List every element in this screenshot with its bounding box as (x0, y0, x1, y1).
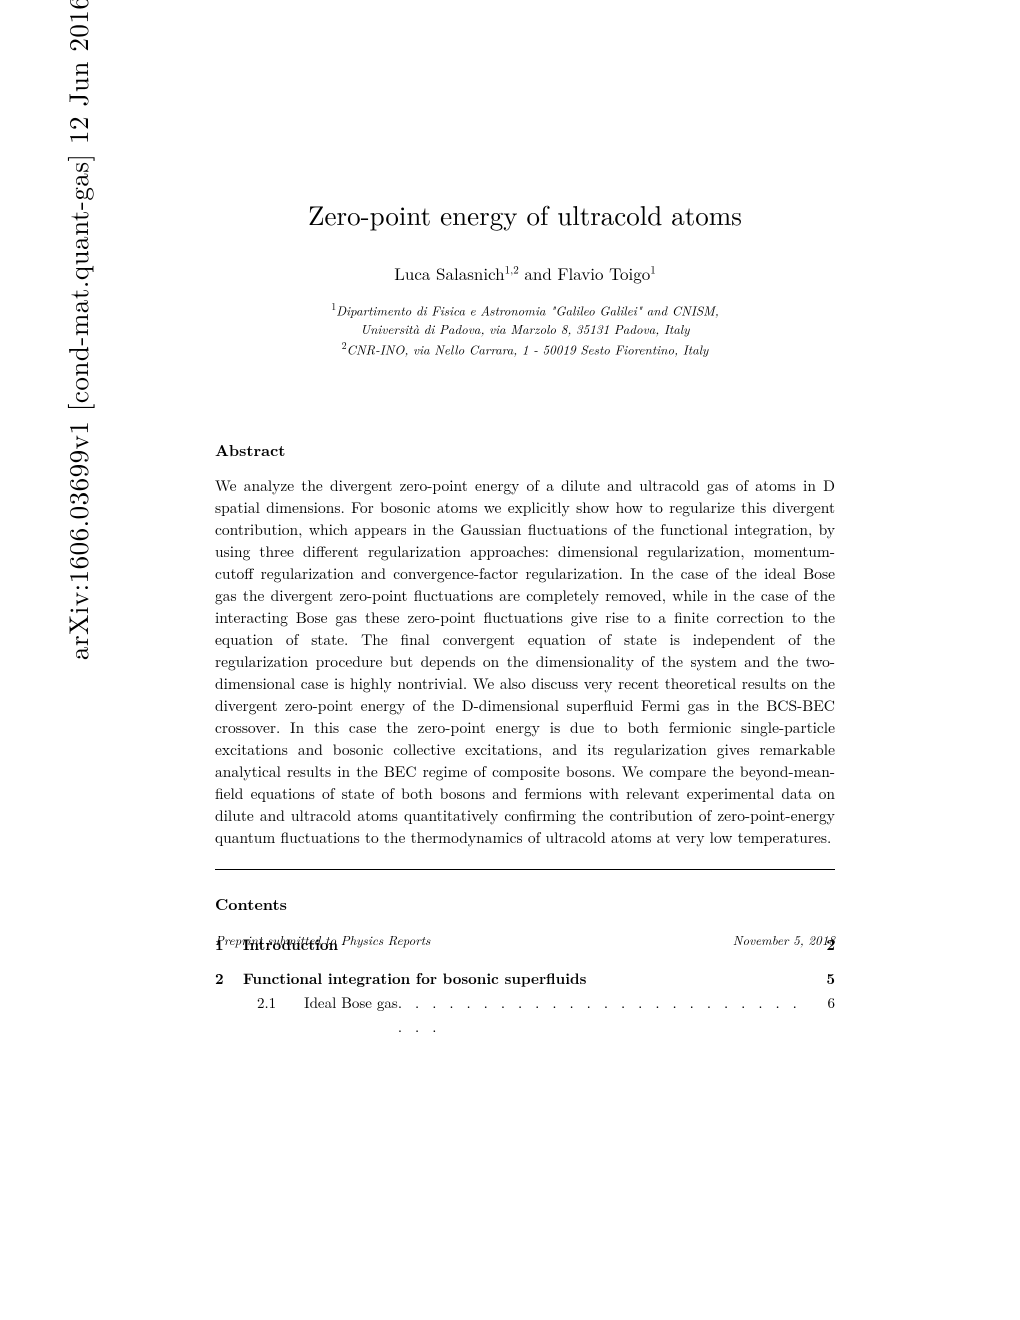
toc-page: 5 (813, 967, 835, 991)
toc-section: 2 Functional integration for bosonic sup… (215, 967, 835, 1039)
toc-sub-number: 2.1 (257, 991, 276, 1039)
footer-left: Preprint submitted to Physics Reports (215, 930, 430, 949)
affiliation: 2CNR-INO, via Nello Carrara, 1 - 50019 S… (215, 338, 835, 359)
toc-dots: . . . . . . . . . . . . . . . . . . . . … (398, 991, 813, 1039)
toc-entry: 2 Functional integration for bosonic sup… (215, 967, 835, 991)
contents-heading: Contents (215, 892, 835, 915)
toc-page: 6 (813, 991, 835, 1039)
paper-title: Zero-point energy of ultracold atoms (215, 195, 835, 233)
author-affil-sup: 1,2 (505, 262, 519, 277)
arxiv-identifier: arXiv:1606.03699v1 [cond-mat.quant-gas] … (58, 0, 96, 660)
footer: Preprint submitted to Physics Reports No… (215, 930, 835, 949)
affiliation: 1Dipartimento di Fisica e Astronomia "Ga… (215, 299, 835, 320)
abstract-heading: Abstract (215, 438, 835, 461)
authors-line: Luca Salasnich1,2 and Flavio Toigo1 (215, 261, 835, 285)
toc-title: Functional integration for bosonic super… (243, 967, 813, 991)
author-name: and Flavio Toigo (519, 261, 651, 285)
abstract-text: We analyze the divergent zero-point ener… (215, 475, 835, 849)
paper-content: Zero-point energy of ultracold atoms Luc… (215, 195, 835, 1049)
toc-subentry: 2.1 Ideal Bose gas . . . . . . . . . . .… (215, 991, 835, 1039)
affiliation: Università di Padova, via Marzolo 8, 351… (215, 320, 835, 338)
author-affil-sup: 1 (650, 262, 656, 277)
footer-right: November 5, 2018 (733, 930, 835, 949)
toc-sub-title: 2.1 Ideal Bose gas . . . . . . . . . . .… (215, 991, 813, 1039)
toc-sub-text: Ideal Bose gas (304, 991, 398, 1039)
author-name: Luca Salasnich (394, 261, 504, 285)
affiliations-block: 1Dipartimento di Fisica e Astronomia "Ga… (215, 299, 835, 358)
toc-number: 2 (215, 967, 243, 991)
horizontal-rule (215, 869, 835, 870)
